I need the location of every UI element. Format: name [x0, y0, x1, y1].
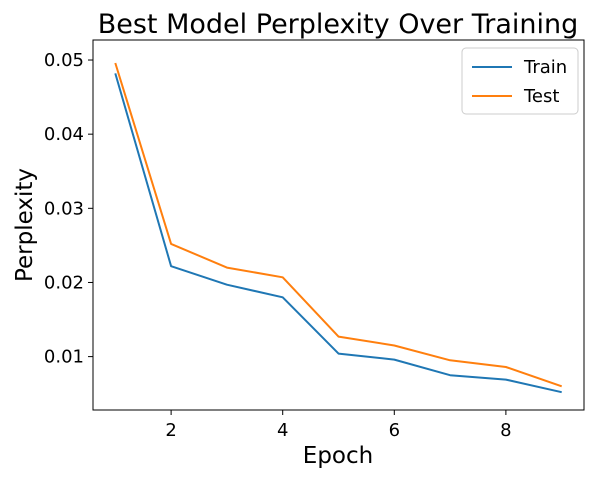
y-tick-label: 0.01 — [44, 347, 84, 368]
x-tick-label: 2 — [165, 420, 176, 441]
legend-label: Test — [523, 86, 559, 107]
series-lines — [114, 62, 563, 394]
legend: Train Test — [461, 47, 579, 115]
y-tick-label: 0.04 — [44, 124, 84, 145]
x-axis-label: Epoch — [303, 443, 373, 469]
y-tick-label: 0.02 — [44, 272, 84, 293]
series-line-train — [114, 73, 562, 394]
y-tick-label: 0.03 — [44, 198, 84, 219]
chart-title: Best Model Perplexity Over Training — [98, 9, 579, 40]
x-axis: 2 4 6 8 — [165, 410, 512, 441]
legend-label: Train — [523, 57, 567, 78]
x-tick-label: 4 — [277, 420, 288, 441]
plot-frame — [92, 39, 585, 411]
x-tick-label: 8 — [500, 420, 511, 441]
x-tick-label: 6 — [389, 420, 400, 441]
y-axis: 0.01 0.02 0.03 0.04 0.05 — [44, 50, 93, 368]
y-tick-label: 0.05 — [44, 50, 84, 71]
series-line-test — [114, 62, 563, 388]
y-axis-label: Perplexity — [12, 168, 38, 282]
legend-frame — [461, 47, 579, 115]
